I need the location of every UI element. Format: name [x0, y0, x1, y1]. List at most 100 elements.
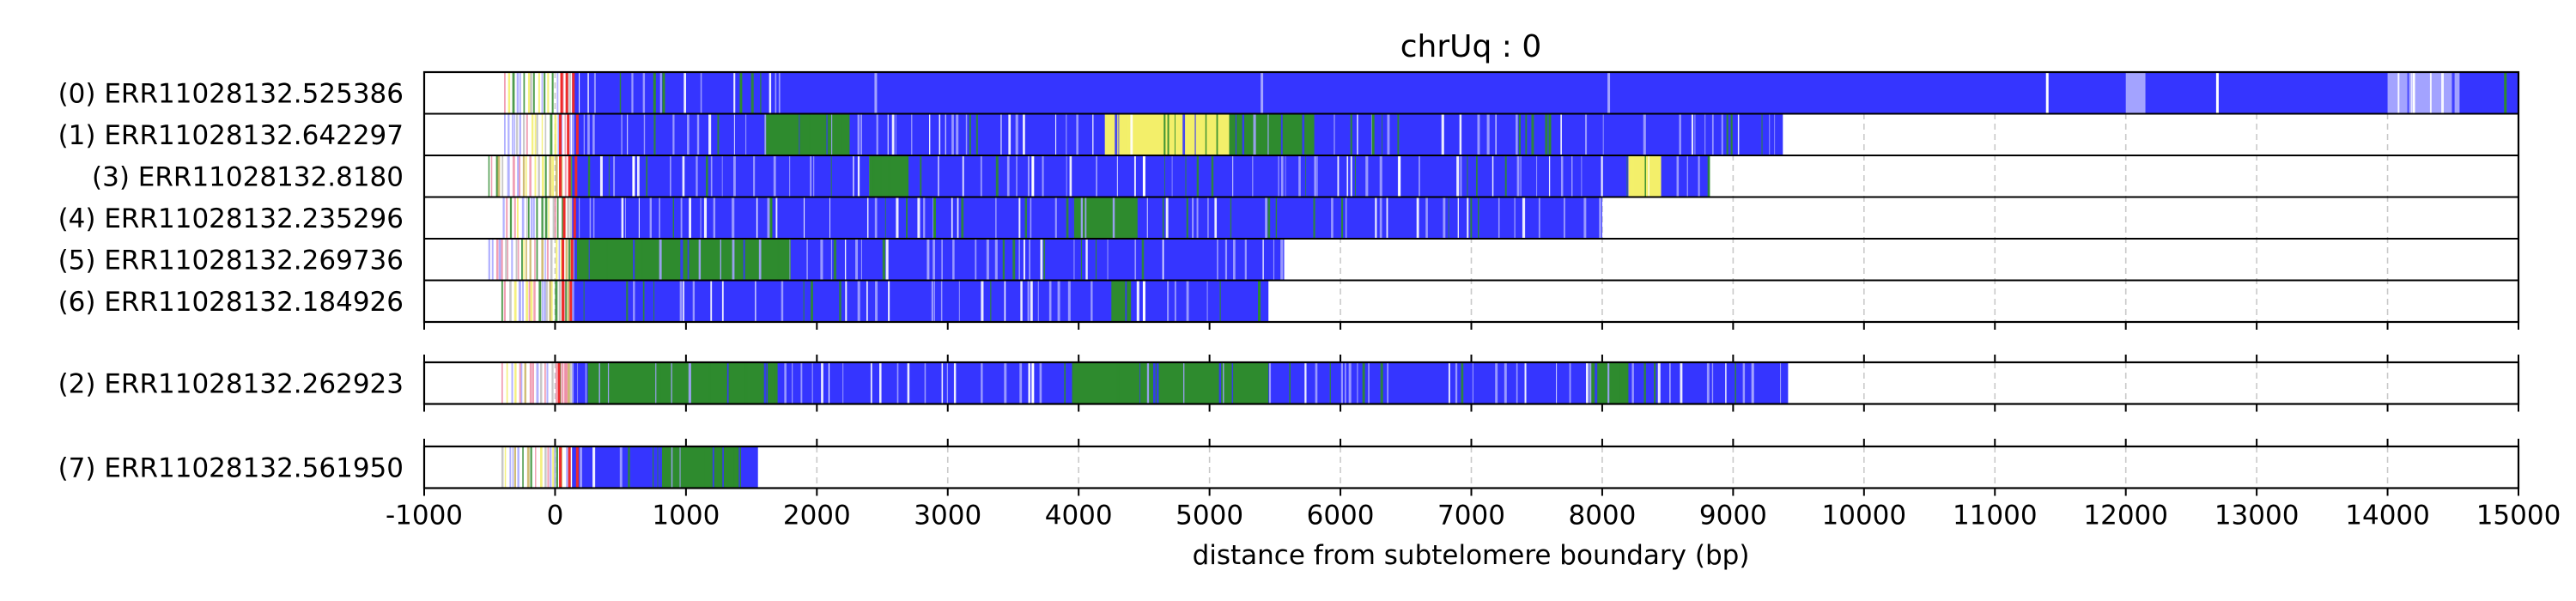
- subtelomere-tick: [513, 197, 516, 238]
- repeat-variant: [811, 281, 813, 321]
- repeat-variant: [875, 281, 878, 321]
- subtelomere-tick: [512, 73, 515, 113]
- repeat-variant: [753, 156, 756, 197]
- repeat-variant: [1698, 156, 1700, 197]
- repeat-variant: [933, 240, 936, 280]
- repeat-variant: [1030, 281, 1033, 321]
- repeat-variant: [1726, 114, 1728, 155]
- repeat-variant: [810, 156, 812, 197]
- repeat-variant: [1498, 197, 1500, 238]
- highlight-stripe: [557, 363, 561, 404]
- repeat-variant: [933, 281, 935, 321]
- subtelomere-tick: [495, 156, 499, 197]
- subtelomere-tick: [514, 363, 517, 404]
- repeat-variant: [1267, 114, 1269, 155]
- repeat-variant: [775, 73, 777, 113]
- repeat-variant: [1643, 363, 1646, 404]
- repeat-variant: [853, 156, 854, 197]
- subtelomere-tick: [547, 73, 550, 113]
- repeat-variant: [683, 281, 684, 321]
- repeat-variant: [717, 114, 720, 155]
- repeat-variant: [653, 281, 655, 321]
- subtelomere-tick: [551, 156, 555, 197]
- subtelomere-tick: [549, 156, 552, 197]
- subtelomere-tick: [533, 281, 536, 321]
- repeat-variant: [872, 156, 875, 197]
- repeat-variant: [891, 114, 895, 155]
- repeat-variant: [1704, 114, 1706, 155]
- repeat-variant: [1346, 156, 1349, 197]
- repeat-variant: [679, 447, 681, 488]
- repeat-variant: [773, 156, 776, 197]
- repeat-variant: [1676, 156, 1680, 197]
- x-axis: -1000 0 1000 2000 3000 4000 5000 6000 7000 8000 90…: [386, 501, 2561, 531]
- repeat-variant: [911, 114, 913, 155]
- repeat-variant: [607, 363, 610, 404]
- x-tick-label: 8000: [1568, 501, 1636, 531]
- repeat-variant: [1599, 197, 1602, 238]
- repeat-variant: [598, 363, 600, 404]
- repeat-variant: [811, 363, 813, 404]
- subtelomere-tick: [526, 114, 528, 155]
- repeat-segment: [764, 114, 850, 155]
- subtelomere-tick: [488, 156, 490, 197]
- repeat-variant: [1232, 156, 1234, 197]
- repeat-variant: [588, 240, 590, 280]
- repeat-variant: [803, 197, 805, 238]
- subtelomere-tick: [557, 114, 561, 155]
- repeat-variant: [906, 197, 908, 238]
- repeat-variant: [1200, 114, 1203, 155]
- repeat-variant: [1214, 197, 1218, 238]
- repeat-variant: [1223, 363, 1224, 404]
- subtelomere-tick: [555, 156, 558, 197]
- repeat-variant: [659, 197, 660, 238]
- subtelomere-tick: [558, 240, 561, 280]
- subtelomere-tick: [501, 363, 503, 404]
- subtelomere-tick: [503, 73, 506, 113]
- highlight-stripe: [568, 156, 571, 197]
- subtelomere-tick: [497, 156, 501, 197]
- repeat-variant: [1495, 363, 1498, 404]
- repeat-variant: [680, 197, 683, 238]
- repeat-variant: [572, 114, 574, 155]
- repeat-variant: [885, 240, 889, 280]
- highlight-stripe: [1142, 281, 1145, 321]
- repeat-variant: [1329, 363, 1331, 404]
- x-tick-label: 2000: [783, 501, 851, 531]
- subtelomere-tick: [565, 281, 568, 321]
- repeat-variant: [1163, 114, 1166, 155]
- repeat-segment: [1104, 114, 1230, 155]
- subtelomere-tick: [507, 73, 511, 113]
- repeat-variant: [1174, 281, 1176, 321]
- subtelomere-tick: [538, 281, 542, 321]
- subtelomere-tick: [519, 363, 522, 404]
- repeat-variant: [640, 240, 643, 280]
- repeat-variant: [986, 240, 989, 280]
- x-tick-label: 10000: [1822, 501, 1907, 531]
- subtelomere-tick: [556, 73, 559, 113]
- repeat-variant: [1156, 363, 1159, 404]
- repeat-variant: [1536, 156, 1538, 197]
- repeat-variant: [626, 281, 629, 321]
- repeat-variant: [879, 156, 882, 197]
- x-tick-label: 14000: [2345, 501, 2430, 531]
- repeat-variant: [1443, 197, 1446, 238]
- repeat-variant: [1000, 114, 1002, 155]
- highlight-stripe: [1261, 73, 1264, 113]
- repeat-variant: [1387, 114, 1390, 155]
- repeat-variant: [1073, 240, 1075, 280]
- repeat-variant: [1419, 156, 1420, 197]
- repeat-variant: [857, 281, 860, 321]
- repeat-variant: [961, 197, 964, 238]
- repeat-variant: [628, 447, 630, 488]
- highlight-stripe: [769, 197, 773, 238]
- repeat-variant: [587, 114, 590, 155]
- repeat-variant: [1769, 114, 1771, 155]
- repeat-variant: [1504, 156, 1507, 197]
- repeat-variant: [1362, 363, 1365, 404]
- read-label: (1) ERR11028132.642297: [58, 120, 404, 151]
- subtelomere-tick: [540, 447, 543, 488]
- subtelomere-tick: [567, 281, 570, 321]
- repeat-variant: [1211, 156, 1214, 197]
